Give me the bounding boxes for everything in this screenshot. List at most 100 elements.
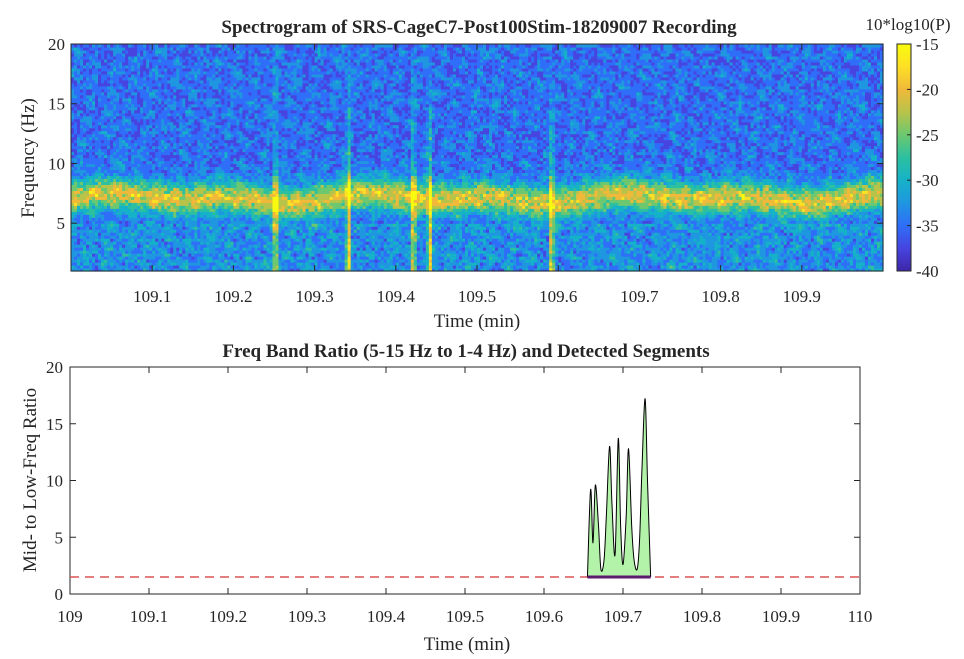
spectrogram-cell bbox=[176, 82, 180, 87]
spectrogram-cell bbox=[125, 214, 129, 218]
spectrogram-cell bbox=[74, 127, 78, 132]
spectrogram-cell bbox=[203, 58, 207, 63]
spectrogram-cell bbox=[215, 208, 219, 212]
spectrogram-cell bbox=[128, 61, 132, 66]
spectrogram-cell bbox=[155, 94, 159, 99]
spectrogram-cell bbox=[74, 259, 78, 263]
spectrogram-cell bbox=[203, 82, 207, 87]
spectrogram-cell bbox=[221, 256, 225, 260]
spectrogram-cell bbox=[80, 100, 84, 105]
spectrogram-cell bbox=[146, 193, 150, 197]
spectrogram-cell bbox=[173, 229, 177, 233]
spectrogram-cell bbox=[119, 250, 123, 254]
spectrogram-cells bbox=[71, 44, 884, 272]
spectrogram-cell bbox=[212, 157, 216, 162]
spectrogram-cell bbox=[215, 70, 219, 75]
spectrogram-cell bbox=[74, 157, 78, 162]
spectrogram-cell bbox=[224, 235, 228, 239]
spectrogram-cell bbox=[137, 262, 141, 266]
spectrogram-cell bbox=[215, 49, 219, 54]
spectrogram-cell bbox=[173, 94, 177, 99]
spectrogram-cell bbox=[197, 253, 201, 257]
spectrogram-cell bbox=[200, 112, 204, 117]
spectrogram-cell bbox=[179, 262, 183, 266]
spectrogram-cell bbox=[188, 88, 192, 93]
spectrogram-cell bbox=[125, 49, 129, 54]
spectrogram-cell bbox=[140, 67, 144, 72]
spectrogram-cell bbox=[71, 82, 75, 87]
spectrogram-cell bbox=[185, 163, 189, 168]
spectrogram-cell bbox=[194, 130, 198, 135]
spectrogram-cell bbox=[119, 115, 123, 120]
spectrogram-cell bbox=[197, 52, 201, 57]
spectrogram-cell bbox=[101, 44, 105, 48]
spectrogram-cell bbox=[209, 205, 213, 209]
spectrogram-cell bbox=[206, 157, 210, 162]
spectrogram-cell bbox=[212, 67, 216, 72]
spectrogram-cell bbox=[173, 232, 177, 236]
spectrogram-cell bbox=[185, 136, 189, 141]
spectrogram-cell bbox=[152, 154, 156, 159]
spectrogram-cell bbox=[152, 91, 156, 96]
spectrogram-cell bbox=[143, 220, 147, 224]
spectrogram-cell bbox=[80, 223, 84, 227]
spectrogram-cell bbox=[158, 172, 162, 177]
spectrogram-cell bbox=[137, 247, 141, 251]
spectrogram-cell bbox=[71, 121, 75, 126]
spectrogram-cell bbox=[203, 214, 207, 218]
spectrogram-cell bbox=[131, 61, 135, 66]
spectrogram-cell bbox=[179, 133, 183, 138]
spectrogram-cell bbox=[80, 49, 84, 54]
spectrogram-cell bbox=[110, 73, 114, 78]
spectrogram-cell bbox=[221, 241, 225, 245]
spectrogram-cell bbox=[188, 265, 192, 269]
spectrogram-cell bbox=[164, 160, 168, 165]
spectrogram-cell bbox=[179, 253, 183, 257]
spectrogram-cell bbox=[140, 44, 144, 48]
spectrogram-cell bbox=[185, 193, 189, 197]
spectrogram-cell bbox=[104, 223, 108, 227]
spectrogram-cell bbox=[95, 103, 99, 108]
spectrogram-cell bbox=[74, 220, 78, 224]
spectrogram-cell bbox=[146, 196, 150, 200]
spectrogram-cell bbox=[221, 148, 225, 153]
spectrogram-cell bbox=[200, 214, 204, 218]
spectrogram-cell bbox=[227, 112, 231, 117]
spectrogram-cell bbox=[218, 103, 222, 108]
spectrogram-cell bbox=[89, 193, 93, 197]
spectrogram-cell bbox=[209, 268, 213, 272]
spectrogram-cell bbox=[77, 44, 81, 48]
spectrogram-cell bbox=[128, 169, 132, 174]
spectrogram-cell bbox=[164, 124, 168, 129]
spectrogram-cell bbox=[95, 205, 99, 209]
spectrogram-cell bbox=[161, 112, 165, 117]
spectrogram-cell bbox=[89, 199, 93, 203]
spectrogram-cell bbox=[188, 124, 192, 129]
spectrogram-cell bbox=[185, 103, 189, 108]
spectrogram-cell bbox=[98, 100, 102, 105]
spectrogram-cell bbox=[131, 70, 135, 75]
spectrogram-cell bbox=[152, 235, 156, 239]
spectrogram-cell bbox=[71, 223, 75, 227]
spectrogram-cell bbox=[131, 64, 135, 69]
spectrogram-cell bbox=[119, 142, 123, 147]
spectrogram-cell bbox=[95, 46, 99, 51]
spectrogram-cell bbox=[215, 253, 219, 257]
spectrogram-cell bbox=[224, 193, 228, 197]
spectrogram-cell bbox=[227, 70, 231, 75]
spectrogram-cell bbox=[197, 229, 201, 233]
spectrogram-cell bbox=[95, 232, 99, 236]
spectrogram-cell bbox=[182, 151, 186, 156]
spectrogram-cell bbox=[149, 49, 153, 54]
spectrogram-cell bbox=[83, 49, 87, 54]
spectrogram-cell bbox=[119, 64, 123, 69]
spectrogram-cell bbox=[122, 235, 126, 239]
spectrogram-cell bbox=[194, 49, 198, 54]
spectrogram-cell bbox=[83, 145, 87, 150]
spectrogram-cell bbox=[143, 115, 147, 120]
spectrogram-cell bbox=[113, 199, 117, 203]
spectrogram-cell bbox=[119, 154, 123, 159]
spectrogram-cell bbox=[149, 118, 153, 123]
spectrogram-cell bbox=[215, 196, 219, 200]
spectrogram-cell bbox=[197, 169, 201, 174]
